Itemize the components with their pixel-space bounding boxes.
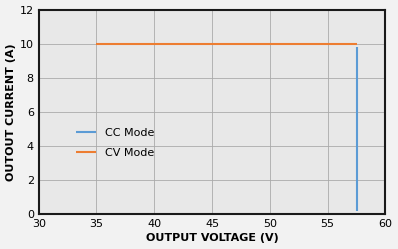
CC Mode bbox=[354, 46, 359, 49]
X-axis label: OUTPUT VOLTAGE (V): OUTPUT VOLTAGE (V) bbox=[146, 234, 279, 244]
CC Mode bbox=[354, 209, 359, 212]
CV Mode bbox=[94, 42, 99, 45]
CV Mode bbox=[354, 42, 359, 45]
Y-axis label: OUTOUT CURRENT (A): OUTOUT CURRENT (A) bbox=[6, 43, 16, 181]
Legend: CC Mode, CV Mode: CC Mode, CV Mode bbox=[72, 123, 159, 162]
